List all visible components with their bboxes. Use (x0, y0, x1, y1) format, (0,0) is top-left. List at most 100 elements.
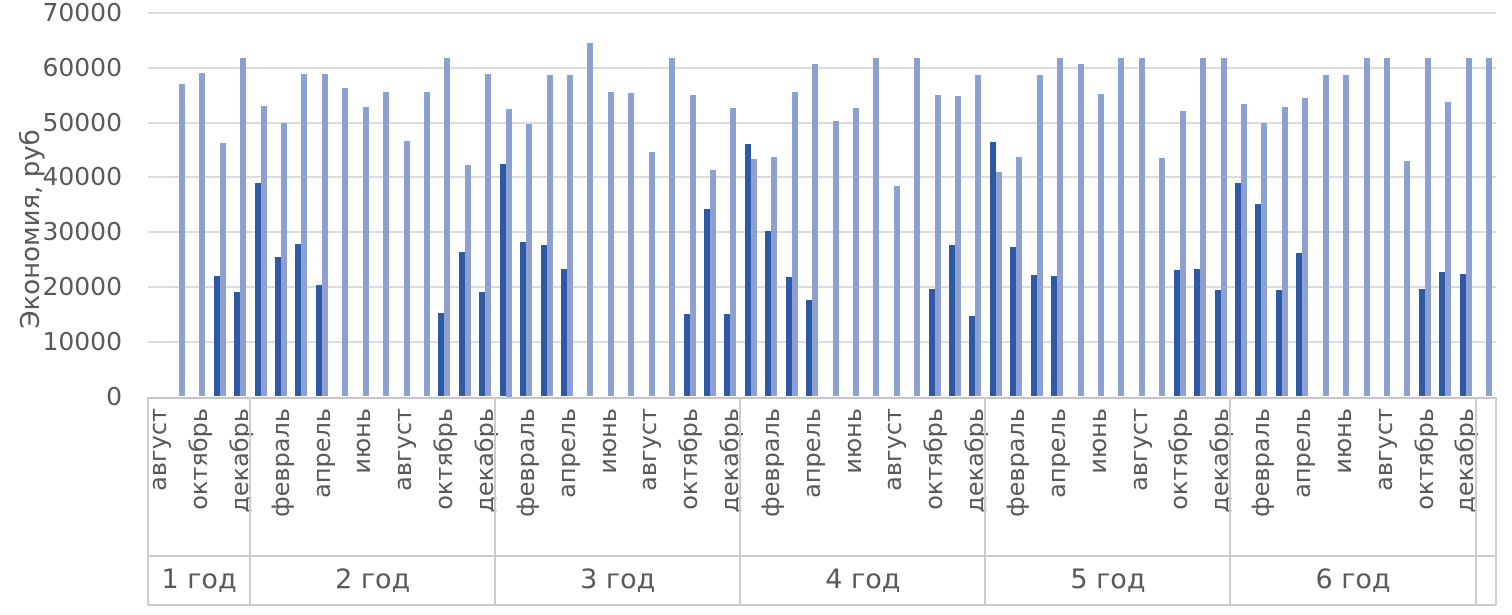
bar-light-series (1057, 58, 1064, 397)
y-tick-label: 20000 (42, 271, 122, 301)
bar-light-series (219, 142, 226, 397)
bar-light-series (689, 94, 696, 397)
x-tick-label: февраль (1247, 408, 1276, 517)
bar-light-series (832, 121, 839, 397)
bar-dark-series (1051, 275, 1058, 397)
axis-divider-vertical (1474, 397, 1477, 605)
bar-light-series (526, 123, 533, 397)
bar-light-series (424, 92, 431, 397)
year-group-label: 2 год (335, 564, 411, 595)
axis-divider-vertical (1229, 397, 1232, 605)
bar-dark-series (1459, 273, 1466, 397)
bar-light-series (1322, 75, 1329, 397)
bar-light-series (362, 107, 369, 397)
bar-dark-series (1234, 183, 1241, 397)
bar-light-series (1383, 58, 1390, 397)
y-tick-label: 0 (106, 381, 122, 411)
bar-light-series (1077, 64, 1084, 397)
bar-dark-series (458, 251, 465, 397)
bar-light-series (464, 164, 471, 397)
bar-dark-series (703, 209, 710, 397)
x-tick-label: апрель (1042, 408, 1071, 498)
axis-divider-horizontal (148, 604, 1496, 606)
x-tick-label: февраль (756, 408, 785, 517)
axis-divider-vertical (984, 397, 987, 605)
x-tick-label: август (879, 408, 908, 491)
bar-light-series (1016, 156, 1023, 397)
gridline (148, 12, 1496, 14)
x-tick-label: октябрь (185, 408, 214, 510)
bar-light-series (342, 87, 349, 397)
x-tick-label: октябрь (675, 408, 704, 510)
y-tick-label: 10000 (42, 326, 122, 356)
bar-dark-series (1275, 290, 1282, 397)
axis-divider-vertical (249, 397, 252, 605)
y-tick-label: 30000 (42, 217, 122, 247)
bar-dark-series (520, 242, 527, 397)
bar-light-series (281, 122, 288, 397)
x-tick-label: октябрь (1165, 408, 1194, 510)
axis-divider-vertical (494, 397, 497, 605)
bar-dark-series (1030, 275, 1037, 397)
bar-light-series (546, 75, 553, 397)
bar-light-series (587, 43, 594, 397)
bar-light-series (873, 58, 880, 397)
bar-dark-series (806, 299, 813, 397)
bar-light-series (1445, 101, 1452, 397)
bar-light-series (955, 96, 962, 397)
gridline (148, 285, 1496, 288)
bar-light-series (566, 75, 573, 397)
bar-dark-series (1255, 204, 1262, 397)
x-tick-label: октябрь (430, 408, 459, 510)
axis-divider-vertical (147, 397, 149, 605)
bar-light-series (178, 84, 185, 397)
bar-light-series (444, 58, 451, 397)
bar-dark-series (438, 312, 445, 397)
x-tick-label: февраль (266, 408, 295, 517)
bar-light-series (975, 74, 982, 397)
bar-light-series (199, 73, 206, 397)
bar-light-series (1036, 74, 1043, 397)
year-group-label: 3 год (580, 564, 656, 595)
bar-light-series (1343, 75, 1350, 397)
bar-dark-series (540, 245, 547, 397)
bar-light-series (1098, 93, 1105, 397)
bar-light-series (505, 108, 512, 397)
bar-light-series (1465, 58, 1472, 397)
bar-dark-series (295, 244, 302, 397)
year-group-label: 5 год (1070, 564, 1146, 595)
x-tick-label: апрель (1287, 408, 1316, 498)
x-tick-label: апрель (797, 408, 826, 498)
bar-light-series (607, 92, 614, 397)
bar-light-series (260, 106, 267, 397)
bar-dark-series (479, 291, 486, 397)
bar-light-series (485, 74, 492, 397)
x-tick-label: август (1124, 408, 1153, 491)
bar-light-series (709, 169, 716, 397)
bar-light-series (914, 58, 921, 397)
gridline (148, 340, 1496, 343)
x-tick-label: август (144, 408, 173, 491)
bar-dark-series (254, 182, 261, 397)
bar-dark-series (560, 268, 567, 397)
axis-divider-horizontal (148, 555, 1496, 557)
bar-light-series (1261, 123, 1268, 397)
gridline (148, 121, 1496, 124)
year-group-label (1477, 555, 1495, 604)
bar-light-series (1486, 58, 1493, 397)
x-tick-label: февраль (1002, 408, 1031, 517)
bar-dark-series (969, 315, 976, 397)
x-tick-label: апрель (552, 408, 581, 498)
x-tick-label: февраль (511, 408, 540, 517)
x-tick-label: июнь (1328, 408, 1357, 474)
bar-dark-series (1439, 271, 1446, 397)
bar-light-series (1138, 58, 1145, 397)
bar-light-series (628, 92, 635, 397)
bar-dark-series (234, 292, 241, 397)
bar-light-series (240, 58, 247, 397)
bar-light-series (383, 92, 390, 397)
bar-light-series (750, 159, 757, 397)
bar-light-series (403, 140, 410, 397)
bar-light-series (791, 92, 798, 397)
